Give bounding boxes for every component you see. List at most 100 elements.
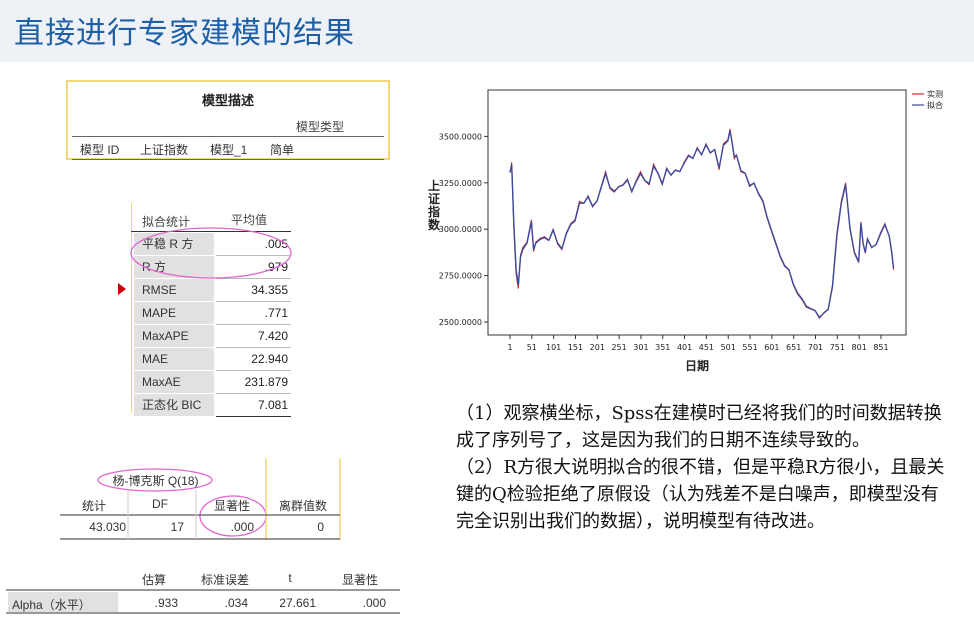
- x-tick-label: 501: [721, 343, 736, 352]
- note-1: （1）观察横坐标，Spss在建模时已经将我们的时间数据转换成了序列号了，这是因为…: [456, 403, 942, 451]
- param-header-estimate: 估算: [141, 573, 166, 587]
- table-rule: [72, 159, 384, 160]
- table-row: MAE 22.940: [131, 348, 291, 371]
- ljung-box-df: 17: [170, 520, 184, 534]
- param-row-label: Alpha（水平）: [12, 598, 91, 612]
- stat-value: 22.940: [251, 352, 288, 366]
- param-header-sig: 显著性: [341, 573, 378, 587]
- stat-value: .005: [264, 237, 288, 251]
- note-2: （2）R方很大说明拟合的很不错，但是平稳R方很小，且最关键的Q检验拒绝了原假设（…: [456, 457, 945, 532]
- table-rule: [72, 136, 384, 137]
- plot-area: [487, 89, 907, 336]
- row-divider: [216, 347, 291, 348]
- series-lines: [509, 128, 895, 320]
- param-sig: .000: [362, 596, 386, 610]
- param-se: .034: [224, 596, 248, 610]
- x-tick-label: 101: [546, 343, 561, 352]
- stat-value: 7.081: [257, 398, 288, 412]
- x-tick-label: 151: [568, 343, 583, 352]
- model-type-value: 简单: [270, 143, 295, 157]
- legend-label-fitted: 拟合: [927, 100, 943, 110]
- stat-value: 34.355: [251, 283, 288, 297]
- time-series-chart: 上证指数 日期 2500.0000 2750.0000 3000.0000 3250.…: [428, 89, 943, 373]
- x-tick-label: 551: [742, 343, 757, 352]
- model-description-table: 模型描述 模型类型 模型 ID 上证指数 模型_1 简单: [66, 80, 390, 160]
- legend-label-observed: 实测: [927, 89, 943, 99]
- y-axis-label: 上证指数: [428, 178, 441, 232]
- y-tick-label: 3500.0000: [439, 132, 482, 141]
- x-tick-label: 451: [699, 343, 714, 352]
- table-row: RMSE 34.355: [131, 279, 291, 302]
- row-header-bg: [8, 592, 118, 612]
- y-ticks: 2500.0000 2750.0000 3000.0000 3250.0000 3500…: [439, 132, 488, 327]
- ljung-box-header-outliers: 离群值数: [278, 499, 327, 513]
- stat-label: MaxAE: [134, 371, 214, 393]
- x-tick-label: 251: [611, 343, 626, 352]
- stat-label: MAE: [134, 348, 214, 370]
- stat-value: 7.420: [257, 329, 288, 343]
- stat-value: 231.879: [244, 375, 288, 389]
- row-divider: [216, 416, 291, 417]
- table-row: 正态化 BIC 7.081: [131, 394, 291, 417]
- x-tick-label: 301: [633, 343, 648, 352]
- table-row: MaxAPE 7.420: [131, 325, 291, 348]
- y-tick-label: 2500.0000: [439, 318, 482, 327]
- table-row: MaxAE 231.879: [131, 371, 291, 394]
- x-tick-label: 801: [852, 343, 867, 352]
- highlight-ellipse: [97, 468, 213, 492]
- table-row: R 方 .979: [131, 256, 291, 279]
- x-tick-label: 51: [527, 343, 537, 352]
- x-tick-label: 651: [786, 343, 801, 352]
- table-row: 平稳 R 方 .005: [131, 233, 291, 256]
- page-title: 直接进行专家建模的结果: [14, 16, 355, 51]
- ljung-box-sig: .000: [230, 520, 254, 534]
- model-name: 模型_1: [210, 143, 248, 157]
- x-tick-label: 701: [808, 343, 823, 352]
- fit-stats-header: 拟合统计 平均值: [131, 203, 291, 232]
- row-divider: [216, 324, 291, 325]
- notes: （1）观察横坐标，Spss在建模时已经将我们的时间数据转换成了序列号了，这是因为…: [456, 400, 956, 535]
- fit-stats-border: [131, 203, 132, 413]
- x-axis-label: 日期: [685, 358, 709, 373]
- row-divider: [216, 301, 291, 302]
- param-t: 27.661: [279, 596, 316, 610]
- model-id-value: 上证指数: [140, 143, 189, 157]
- x-ticks: 1 51 101 151 201 251 301 351 401 451 501 551 601 651 7…: [507, 335, 889, 352]
- stat-label: 正态化 BIC: [134, 394, 214, 416]
- model-type-header: 模型类型: [296, 120, 345, 134]
- model-id-label: 模型 ID: [80, 143, 120, 157]
- param-header-se: 标准误差: [200, 573, 249, 587]
- row-divider: [216, 393, 291, 394]
- stat-label: RMSE: [134, 279, 214, 301]
- fit-stats-header-stat: 拟合统计: [142, 215, 191, 229]
- y-tick-label: 2750.0000: [439, 272, 482, 281]
- x-tick-label: 201: [590, 343, 605, 352]
- y-tick-label: 3000.0000: [439, 225, 482, 234]
- highlight-ellipse: [130, 227, 292, 279]
- ljung-box-stat: 43.030: [89, 520, 126, 534]
- param-estimate: .933: [154, 596, 178, 610]
- y-tick-label: 3250.0000: [439, 179, 482, 188]
- ljung-box-header-sig: 显著性: [213, 499, 250, 513]
- ljung-box-header-df: DF: [152, 497, 168, 511]
- stat-value: .771: [264, 306, 288, 320]
- x-tick-label: 601: [764, 343, 779, 352]
- ljung-box-outliers: 0: [317, 520, 324, 534]
- x-tick-label: 351: [655, 343, 670, 352]
- row-marker-icon: [118, 283, 126, 295]
- x-tick-label: 1: [507, 343, 512, 352]
- row-divider: [216, 255, 291, 256]
- ljung-box-title: 杨-博克斯 Q(18): [112, 474, 199, 488]
- x-tick-label: 851: [873, 343, 888, 352]
- ljung-box-header-stat: 统计: [81, 499, 106, 513]
- param-header-t: t: [288, 571, 292, 585]
- stat-label: MaxAPE: [134, 325, 214, 347]
- series-line-fitted: [509, 130, 895, 319]
- row-divider: [216, 370, 291, 371]
- x-tick-label: 401: [677, 343, 692, 352]
- stat-label: MAPE: [134, 302, 214, 324]
- x-tick-label: 751: [830, 343, 845, 352]
- title-bar: [0, 0, 974, 62]
- model-description-title: 模型描述: [201, 93, 254, 108]
